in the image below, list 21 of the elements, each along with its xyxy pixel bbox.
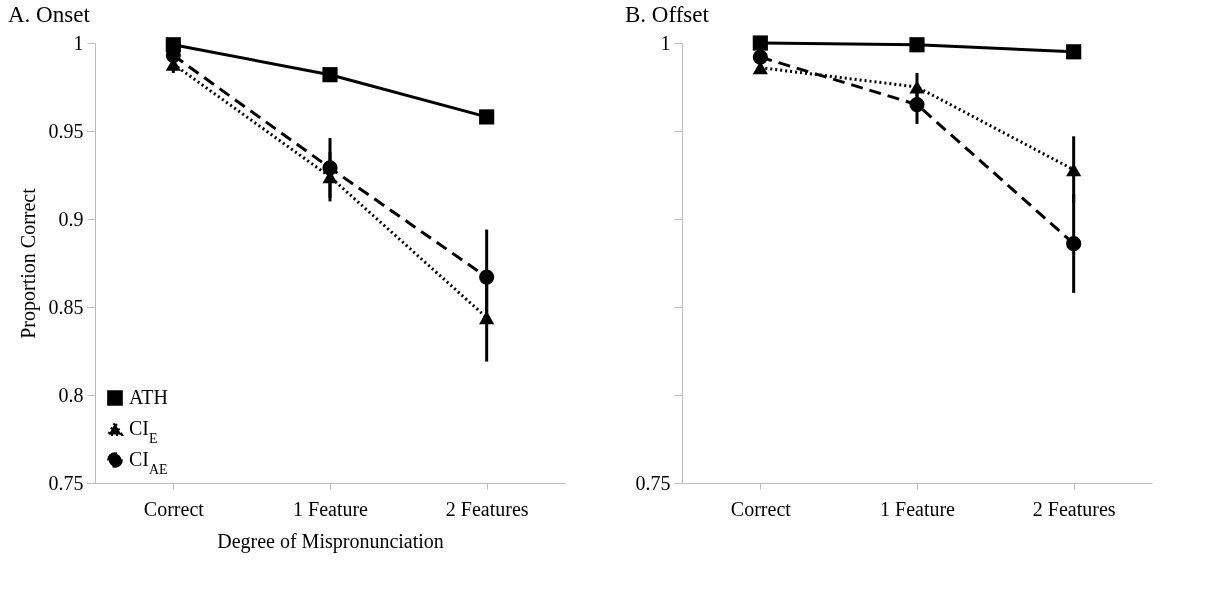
x-tick-label: 2 Features	[445, 497, 529, 520]
legend-label: CI$_{AE}$	[129, 448, 168, 477]
y-tick-label: 0.75	[635, 471, 671, 494]
chart-title: B. Offset	[625, 2, 710, 27]
y-axis-title: Proportion Correct	[16, 187, 40, 339]
y-tick-label: 0.95	[48, 119, 84, 142]
x-tick-label: Correct	[143, 497, 205, 520]
x-tick-label: 1 Feature	[293, 497, 369, 520]
x-tick-label: 1 Feature	[880, 497, 956, 520]
x-tick-label: Correct	[730, 497, 792, 520]
x-tick-label: 2 Features	[1032, 497, 1116, 520]
y-tick-label: 1	[660, 31, 671, 54]
legend-label: ATH	[129, 386, 168, 408]
y-tick-label: 0.85	[48, 295, 84, 318]
y-tick-label: 0.9	[58, 207, 84, 230]
y-tick-label: 0.75	[48, 471, 84, 494]
y-tick-label: 1	[73, 31, 84, 54]
legend-label: CI$_{E}$	[129, 417, 158, 446]
x-axis-title: Degree of Mispronunciation	[217, 529, 444, 553]
y-tick-label: 0.8	[58, 383, 84, 406]
chart-title: A. Onset	[8, 2, 91, 27]
